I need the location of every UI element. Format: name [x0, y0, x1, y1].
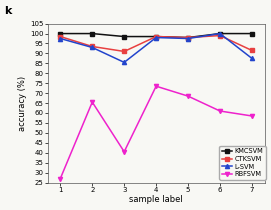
L-SVM [250, 57, 254, 60]
CTKSVM [218, 34, 222, 37]
L-SVM [59, 37, 62, 40]
KMCSVM [59, 32, 62, 35]
Line: RBFSVM: RBFSVM [58, 84, 254, 181]
L-SVM [154, 36, 158, 39]
Text: k: k [4, 6, 11, 16]
X-axis label: sample label: sample label [129, 196, 183, 205]
RBFSVM [59, 177, 62, 180]
L-SVM [122, 61, 126, 64]
L-SVM [186, 37, 190, 40]
RBFSVM [250, 115, 254, 117]
CTKSVM [250, 49, 254, 52]
RBFSVM [218, 110, 222, 112]
CTKSVM [59, 35, 62, 38]
CTKSVM [122, 50, 126, 53]
Legend: KMCSVM, CTKSVM, L-SVM, RBFSVM: KMCSVM, CTKSVM, L-SVM, RBFSVM [220, 146, 266, 180]
KMCSVM [122, 35, 126, 38]
Line: KMCSVM: KMCSVM [58, 32, 254, 40]
L-SVM [218, 32, 222, 35]
CTKSVM [91, 45, 94, 48]
KMCSVM [154, 35, 158, 38]
KMCSVM [250, 32, 254, 35]
RBFSVM [154, 85, 158, 87]
RBFSVM [186, 95, 190, 97]
KMCSVM [186, 36, 190, 39]
RBFSVM [91, 101, 94, 103]
CTKSVM [154, 35, 158, 38]
Line: L-SVM: L-SVM [58, 32, 254, 64]
L-SVM [91, 46, 94, 49]
KMCSVM [218, 32, 222, 35]
Line: CTKSVM: CTKSVM [58, 33, 254, 54]
KMCSVM [91, 32, 94, 35]
RBFSVM [122, 150, 126, 153]
CTKSVM [186, 36, 190, 39]
Y-axis label: accuracy (%): accuracy (%) [18, 76, 27, 131]
